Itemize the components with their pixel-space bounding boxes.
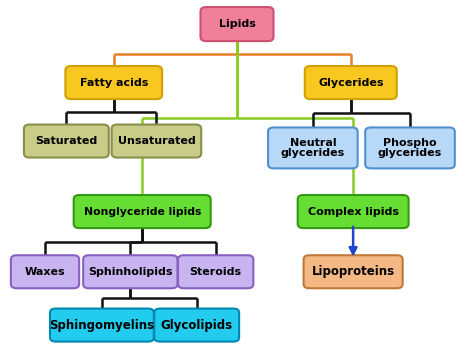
FancyBboxPatch shape	[24, 125, 109, 158]
Text: Lipoproteins: Lipoproteins	[311, 265, 395, 278]
Text: Lipids: Lipids	[219, 19, 255, 29]
Text: Complex lipids: Complex lipids	[308, 206, 399, 217]
Text: Unsaturated: Unsaturated	[118, 136, 195, 146]
FancyBboxPatch shape	[83, 255, 177, 288]
Text: Glycolipids: Glycolipids	[161, 319, 233, 332]
FancyBboxPatch shape	[111, 125, 201, 158]
FancyBboxPatch shape	[303, 255, 402, 288]
FancyBboxPatch shape	[201, 7, 273, 41]
FancyBboxPatch shape	[11, 255, 79, 288]
FancyBboxPatch shape	[50, 309, 154, 342]
Text: Sphingomyelins: Sphingomyelins	[49, 319, 155, 332]
Text: Saturated: Saturated	[35, 136, 98, 146]
FancyBboxPatch shape	[305, 66, 397, 99]
Text: Neutral
glycerides: Neutral glycerides	[281, 138, 345, 158]
Text: Fatty acids: Fatty acids	[80, 77, 148, 88]
FancyBboxPatch shape	[365, 128, 455, 169]
Text: Steroids: Steroids	[190, 267, 242, 277]
Text: Waxes: Waxes	[25, 267, 65, 277]
Text: Phospho
glycerides: Phospho glycerides	[378, 138, 442, 158]
FancyBboxPatch shape	[268, 128, 357, 169]
Text: Nonglyceride lipids: Nonglyceride lipids	[83, 206, 201, 217]
FancyBboxPatch shape	[298, 195, 409, 228]
FancyBboxPatch shape	[154, 309, 239, 342]
Text: Glycerides: Glycerides	[318, 77, 383, 88]
Text: Sphinholipids: Sphinholipids	[88, 267, 173, 277]
FancyBboxPatch shape	[178, 255, 253, 288]
FancyBboxPatch shape	[73, 195, 210, 228]
FancyBboxPatch shape	[65, 66, 162, 99]
